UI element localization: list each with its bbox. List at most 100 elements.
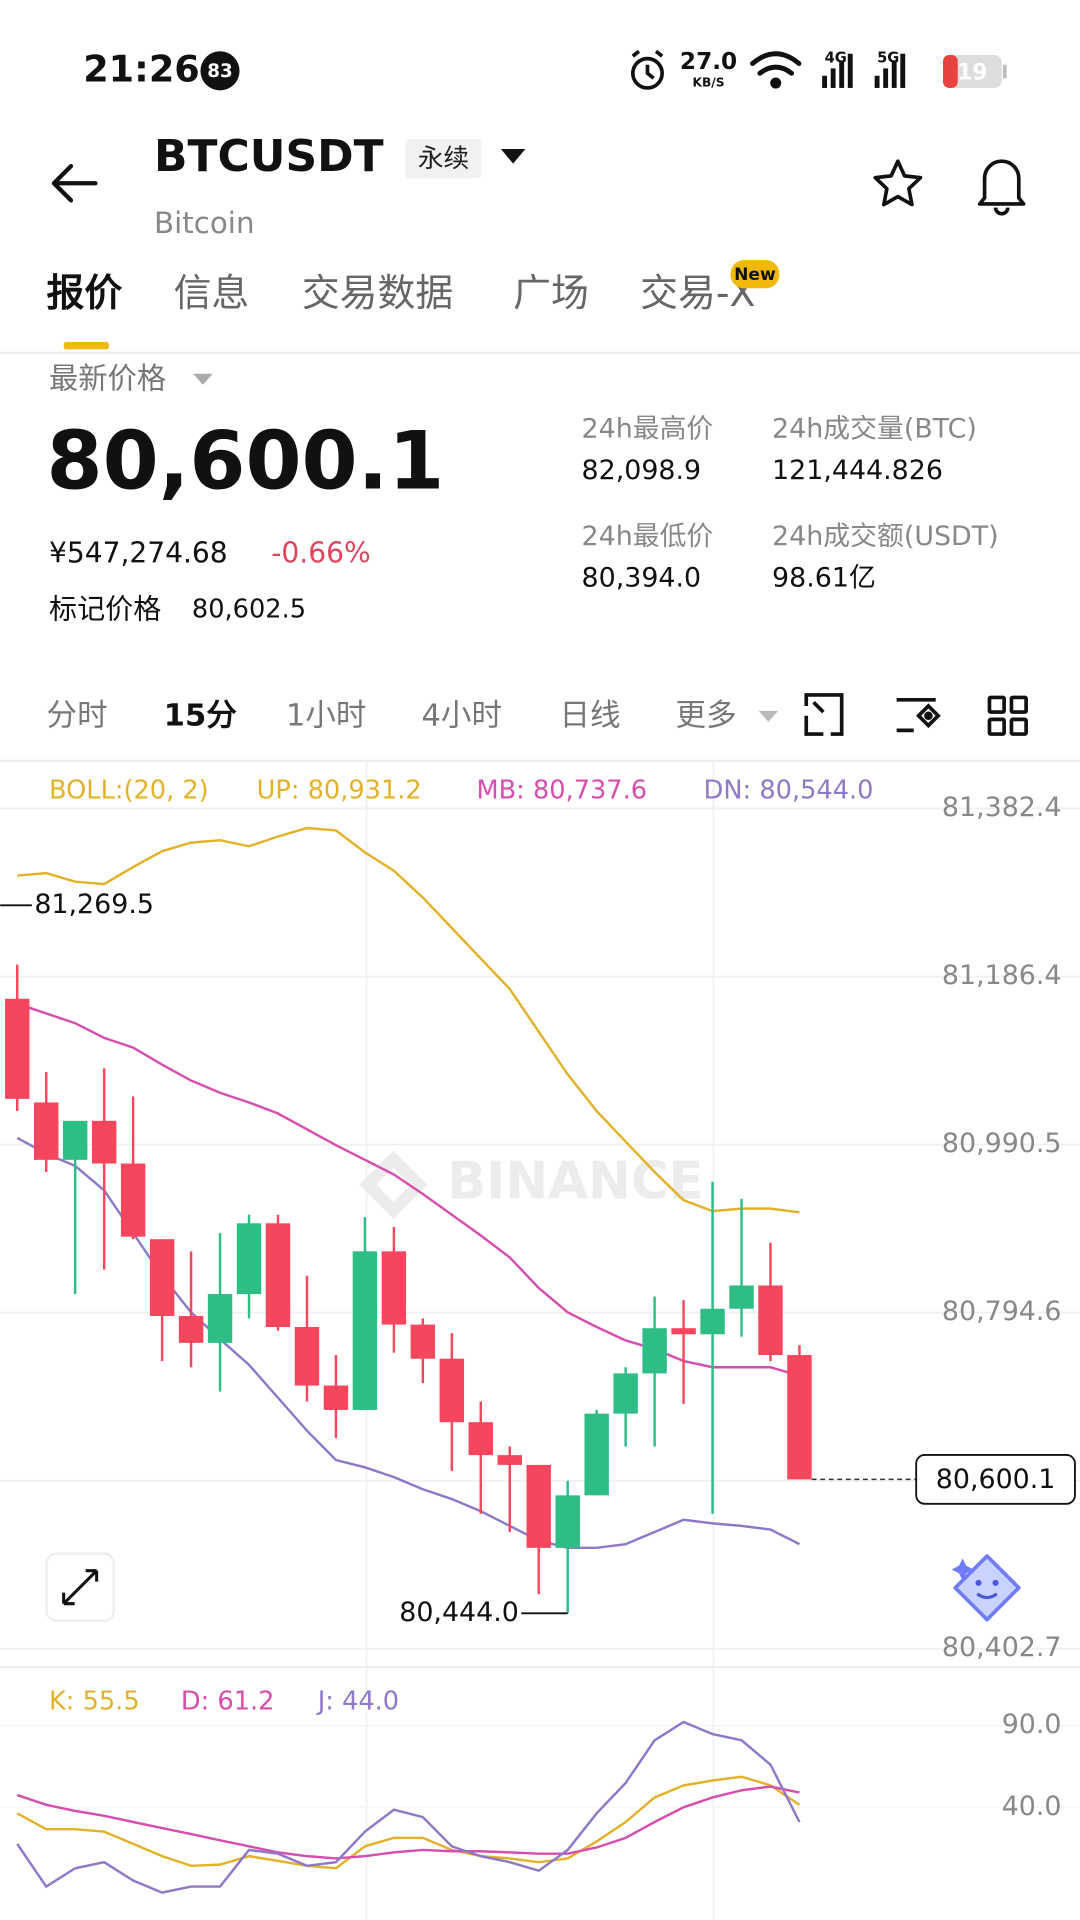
symbol[interactable]: BTCUSDT (154, 131, 384, 182)
ai-assistant-button[interactable] (951, 1554, 1021, 1622)
price-chart: 81,382.481,186.480,990.580,794.680,598.6… (0, 775, 1080, 1663)
candle-body (5, 998, 30, 1099)
more-dropdown[interactable] (758, 710, 779, 722)
contract-badge: 永续 (418, 144, 469, 174)
tab[interactable]: 报价 (47, 271, 123, 315)
stat-value: 82,098.9 (582, 455, 702, 486)
stats: 24h最高价 82,098.9 24h成交量(BTC) 121,444.826 24h最… (582, 413, 999, 593)
notif-count: 83 (207, 61, 232, 82)
mark-label: 标记价格 (49, 593, 161, 626)
indicator-line (16, 1720, 801, 1894)
watermark: BINANCE (447, 1152, 703, 1212)
legend-item: J: 44.0 (316, 1687, 399, 1717)
signal-icon (822, 53, 853, 88)
interval-bar: 分时 15分 1小时 4小时 日线 更多 (47, 698, 737, 733)
interval[interactable]: 更多 (676, 698, 737, 733)
candle-body (526, 1464, 551, 1548)
indicator-line (17, 826, 800, 1214)
legend-item: D: 61.2 (181, 1687, 275, 1717)
back-button[interactable] (51, 163, 98, 203)
y-tick-label: 80,794.6 (942, 1296, 1062, 1327)
candle-body (323, 1385, 349, 1410)
battery-text: 19 (957, 60, 988, 85)
candle-body (700, 1308, 725, 1335)
stat-label: 24h最高价 (582, 413, 714, 444)
net-speed-unit: KB/S (693, 76, 725, 90)
interval[interactable]: 15分 (164, 698, 237, 733)
tab[interactable]: 交易数据 (302, 271, 453, 315)
y-tick-label: 80,402.7 (942, 1632, 1062, 1663)
candle-body (729, 1285, 754, 1309)
y-tick-label: 80,990.5 (942, 1128, 1062, 1159)
settings-button[interactable] (896, 698, 941, 733)
clock: 21:26 (83, 47, 200, 90)
new-badge: New (734, 265, 776, 285)
last-price-label: 80,600.1 (936, 1464, 1056, 1495)
symbol-dropdown[interactable] (500, 149, 526, 164)
candle-body (178, 1316, 204, 1343)
stat-label: 24h最低价 (582, 521, 714, 552)
candle-body (642, 1328, 667, 1374)
battery-level (943, 54, 958, 88)
candle-body (555, 1495, 580, 1548)
fullscreen-icon (62, 1569, 99, 1606)
tab-bar: 报价 信息 交易数据 广场 交易-X (47, 271, 756, 315)
indicator-line (16, 1775, 801, 1870)
annotation: 80,444.0 (399, 1597, 519, 1628)
indicator-button[interactable] (804, 693, 844, 736)
alert-button[interactable] (977, 159, 1026, 216)
layout-button[interactable] (987, 695, 1028, 736)
net-speed: 27.0 (680, 48, 737, 75)
stat-value: 80,394.0 (582, 562, 702, 593)
candle-body (439, 1358, 465, 1423)
new-badge-bg (730, 260, 780, 289)
candle-body (381, 1251, 407, 1325)
price-dropdown[interactable] (193, 373, 213, 385)
favorite-button[interactable] (873, 159, 923, 207)
stat-label: 24h成交量(BTC) (772, 413, 977, 444)
last-price-box (915, 1454, 1076, 1505)
interval[interactable]: 分时 (47, 698, 108, 733)
candle-body (236, 1223, 262, 1295)
badge-bg (405, 139, 482, 179)
candle-body (497, 1455, 522, 1465)
tab[interactable]: 信息 (174, 271, 250, 315)
cny-price: ¥547,274.68 (49, 537, 228, 570)
wifi-icon (750, 51, 802, 89)
tab-indicator (63, 341, 109, 350)
y-tick-label: 81,186.4 (942, 960, 1062, 991)
mark-price: 80,602.5 (192, 595, 306, 625)
y-tick-label: 40.0 (1002, 1791, 1062, 1822)
stat-value: 98.61亿 (772, 562, 876, 593)
battery-tip (1002, 64, 1007, 79)
alarm-icon (630, 49, 664, 90)
stat-value: 121,444.826 (772, 455, 943, 486)
candle-body (207, 1294, 233, 1343)
candle-body (613, 1373, 638, 1414)
subtitle: Bitcoin (154, 206, 254, 240)
interval[interactable]: 日线 (560, 698, 621, 733)
price-label: 最新价格 (49, 361, 166, 395)
kdj-chart: 90.0 40.0 K: 55.5 D: 61.2 J: 44.0 (0, 1687, 1080, 1894)
legend-item: BOLL:(20, 2) (49, 775, 209, 805)
candle-body (468, 1422, 494, 1456)
legend-item: MB: 80,737.6 (476, 775, 647, 805)
interval[interactable]: 1小时 (286, 698, 366, 733)
signal-icon (874, 53, 906, 88)
indicator-line (16, 1136, 801, 1550)
tab[interactable]: 广场 (513, 271, 589, 315)
candle-body (584, 1413, 609, 1496)
candle-body (62, 1120, 88, 1160)
candle-body (671, 1328, 696, 1335)
candle-body (410, 1324, 436, 1359)
stat-label: 24h成交额(USDT) (772, 521, 999, 552)
interval[interactable]: 4小时 (422, 698, 502, 733)
watermark-logo (359, 1150, 428, 1219)
indicator-line (16, 1785, 800, 1860)
price-change: -0.66% (271, 537, 370, 570)
candle-body (120, 1163, 146, 1237)
legend-item: K: 55.5 (49, 1687, 140, 1717)
candle-body (265, 1223, 291, 1327)
